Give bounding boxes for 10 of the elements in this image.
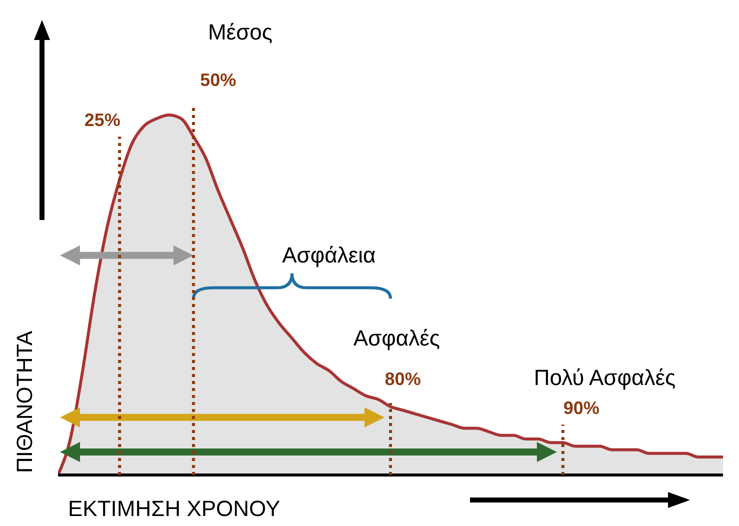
- text: 50%: [200, 70, 236, 90]
- y-axis-title: ΠΙΘΑΝΟΤΗΤΑ: [12, 330, 37, 473]
- annotation: 80%: [384, 369, 421, 389]
- annotation: 90%: [563, 398, 600, 418]
- x-axis-title: ΕΚΤΙΜΗΣΗ ΧΡΟΝΟΥ: [68, 496, 280, 521]
- annotation: Ασφάλεια: [282, 242, 376, 268]
- annotation: Ασφαλές: [353, 325, 440, 350]
- annotation: Πολύ Ασφαλές: [534, 365, 676, 390]
- text: Μέσος: [208, 19, 273, 44]
- annotation: 25%: [84, 110, 120, 130]
